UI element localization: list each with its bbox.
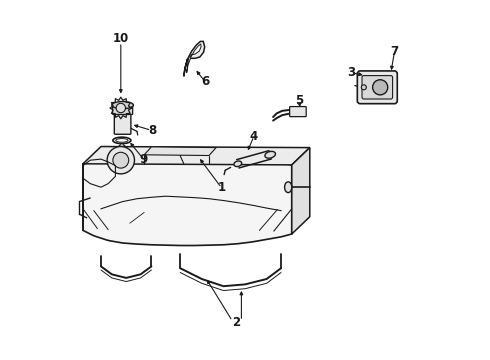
Text: 10: 10 — [113, 32, 129, 45]
Polygon shape — [187, 44, 201, 73]
FancyBboxPatch shape — [357, 71, 397, 104]
Ellipse shape — [285, 182, 292, 193]
Circle shape — [361, 85, 367, 90]
Polygon shape — [83, 149, 292, 246]
Polygon shape — [144, 147, 216, 156]
Text: 9: 9 — [139, 153, 147, 166]
Text: 8: 8 — [148, 124, 156, 137]
Ellipse shape — [265, 151, 275, 158]
Ellipse shape — [112, 102, 133, 109]
Text: 3: 3 — [347, 66, 355, 79]
Polygon shape — [184, 41, 205, 76]
Text: 6: 6 — [201, 75, 210, 88]
Text: 4: 4 — [250, 130, 258, 143]
Text: 1: 1 — [218, 181, 226, 194]
Circle shape — [116, 103, 125, 113]
Ellipse shape — [234, 161, 242, 167]
Polygon shape — [292, 148, 310, 234]
Text: 5: 5 — [295, 94, 303, 107]
Circle shape — [107, 147, 134, 174]
Polygon shape — [83, 147, 310, 165]
Text: 2: 2 — [232, 316, 240, 329]
FancyBboxPatch shape — [362, 76, 392, 99]
Circle shape — [113, 152, 129, 168]
FancyBboxPatch shape — [290, 107, 306, 117]
FancyBboxPatch shape — [114, 110, 131, 134]
Ellipse shape — [113, 108, 132, 114]
Text: 7: 7 — [391, 45, 398, 58]
Circle shape — [372, 80, 388, 95]
FancyBboxPatch shape — [113, 106, 133, 114]
